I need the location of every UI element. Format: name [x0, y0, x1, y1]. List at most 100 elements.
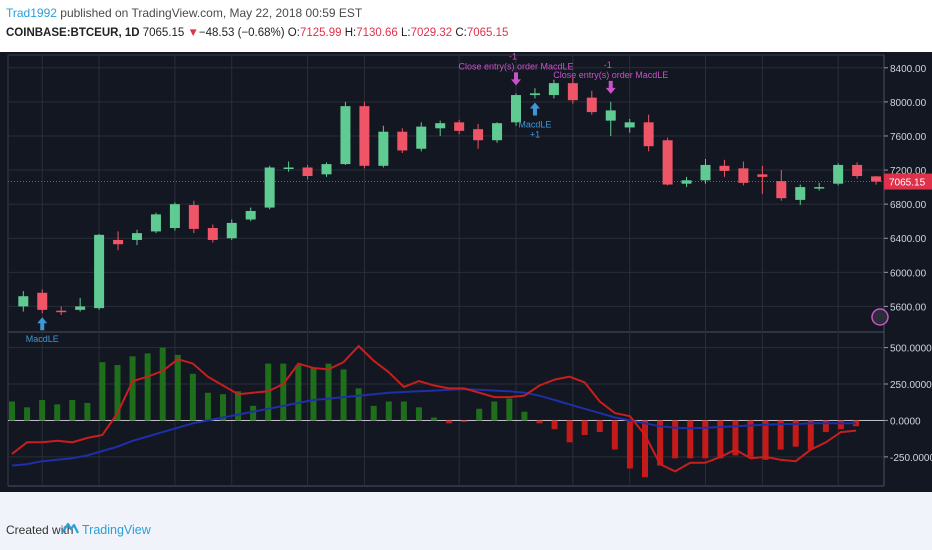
macd-histogram-bar [174, 354, 181, 421]
x-tick-label: 4 [513, 491, 519, 492]
x-tick-label: 12 [93, 491, 105, 492]
change-value: −48.53 (−0.68%) [198, 27, 285, 39]
published-text: published on TradingView.com, May 22, 20… [56, 6, 363, 20]
close-label: C: [455, 27, 467, 39]
macd-histogram-bar [521, 411, 528, 421]
chart-canvas[interactable]: 9 12 16 19 23 26 Mayo 4 7 10 14 17 21 8400.00 8000.00 7… [0, 52, 932, 492]
macd-histogram-bar [415, 407, 422, 421]
strategy-exit-qty: -1 [604, 60, 612, 70]
candle-body [56, 310, 67, 313]
signal-line [11, 388, 856, 467]
x-tick-label: 7 [570, 491, 576, 492]
candle-body [776, 181, 787, 199]
footer: Created with TradingView [0, 492, 932, 550]
price-axis-label: 6000.00 [890, 268, 927, 279]
macd-histogram-bar [642, 420, 648, 478]
candle-body [814, 187, 825, 189]
tradingview-logo-icon [61, 522, 79, 534]
candle-body [113, 239, 124, 245]
candle-body [511, 95, 521, 123]
macd-histogram-bar [672, 420, 679, 459]
high-label: H: [344, 27, 357, 39]
macd-histogram-bar [355, 388, 362, 421]
candle-body [738, 168, 749, 183]
macd-histogram-bar [189, 373, 196, 421]
macd-histogram-bar [280, 363, 287, 421]
strategy-exit-qty: -1 [509, 52, 517, 61]
x-tick-label: 23 [301, 491, 313, 492]
strategy-entry-qty: +1 [530, 129, 540, 139]
candle-body [757, 174, 768, 177]
macd-histogram-bar [204, 392, 211, 421]
candle-body [188, 205, 199, 229]
macd-histogram-bar [325, 363, 332, 421]
high-value: 7130.66 [356, 27, 398, 39]
macd-histogram-bar [536, 420, 543, 424]
candle-body [94, 234, 105, 309]
macd-histogram-bar [159, 347, 166, 421]
price-axis-label: 6400.00 [890, 234, 927, 245]
macd-histogram-bar [295, 365, 302, 421]
candle-body [719, 165, 730, 171]
tradingview-brand-link[interactable]: TradingView [82, 523, 151, 537]
candle-body [37, 292, 48, 310]
macd-histogram-bar [310, 367, 317, 421]
x-tick-label: 14 [699, 491, 711, 492]
candle-body [871, 176, 882, 182]
candle-body [321, 164, 332, 175]
price-axis-label: 8400.00 [890, 64, 927, 75]
open-label: O: [287, 27, 300, 39]
candle-body [852, 164, 863, 177]
entry-arrow-icon [529, 102, 540, 116]
candle-body [662, 140, 673, 185]
macd-histogram-bar [220, 394, 226, 421]
candle-body [75, 306, 86, 310]
macd-histogram-bar [446, 420, 453, 424]
price-axis-label: 7600.00 [890, 132, 927, 143]
strategy-exit-label: Close entry(s) order MacdLE [458, 61, 573, 71]
macd-histogram-bar [99, 362, 106, 421]
macd-histogram-bar [9, 401, 15, 421]
author-link[interactable]: Trad1992 [6, 6, 57, 20]
macd-histogram-bar [702, 420, 709, 459]
candle-body [473, 129, 484, 141]
exit-arrow-icon [605, 80, 616, 94]
x-tick-label: 19 [226, 491, 238, 492]
price-axis-label: 8000.00 [890, 98, 927, 109]
candle-body [454, 122, 465, 131]
last-price-tag-label: 7065.15 [889, 178, 926, 189]
x-tick-label: 16 [169, 491, 181, 492]
macd-histogram-bar [747, 420, 754, 457]
candle-body [340, 106, 351, 165]
macd-histogram-bar [807, 420, 814, 450]
macd-histogram-bar [385, 401, 392, 421]
macd-axis-label: -250.0000 [890, 453, 932, 464]
entry-arrow-icon [37, 317, 48, 331]
last-price: 7065.15 [142, 27, 185, 39]
candle-body [833, 164, 844, 184]
candle-body [18, 296, 29, 307]
macd-histogram-bar [476, 408, 483, 421]
scroll-to-realtime-button[interactable] [871, 308, 889, 326]
macd-histogram-bar [777, 420, 784, 450]
macd-histogram-bar [370, 405, 377, 421]
macd-histogram-bar [400, 401, 407, 421]
header: Trad1992 published on TradingView.com, M… [0, 0, 932, 52]
candle-body [681, 180, 692, 184]
x-tick-label: 26 [358, 491, 370, 492]
candle-body [132, 233, 142, 240]
macd-histogram-bar [581, 420, 588, 435]
macd-histogram-bar [837, 420, 844, 430]
macd-histogram-bar [657, 420, 664, 466]
macd-histogram-bar [762, 420, 769, 460]
strategy-entry-label: MacdLE [518, 119, 551, 129]
macd-histogram-bar [732, 420, 739, 456]
candle-body [624, 122, 635, 128]
candle-body [359, 106, 370, 166]
macd-axis-label: 0.0000 [890, 416, 921, 427]
chart-area[interactable]: 9 12 16 19 23 26 Mayo 4 7 10 14 17 21 8400.00 8000.00 7… [0, 52, 932, 492]
macd-histogram-bar [235, 391, 242, 421]
macd-histogram-bar [491, 401, 498, 421]
created-with-text: Created with [6, 523, 74, 537]
symbol-name: COINBASE:BTCEUR, 1D [6, 27, 140, 39]
